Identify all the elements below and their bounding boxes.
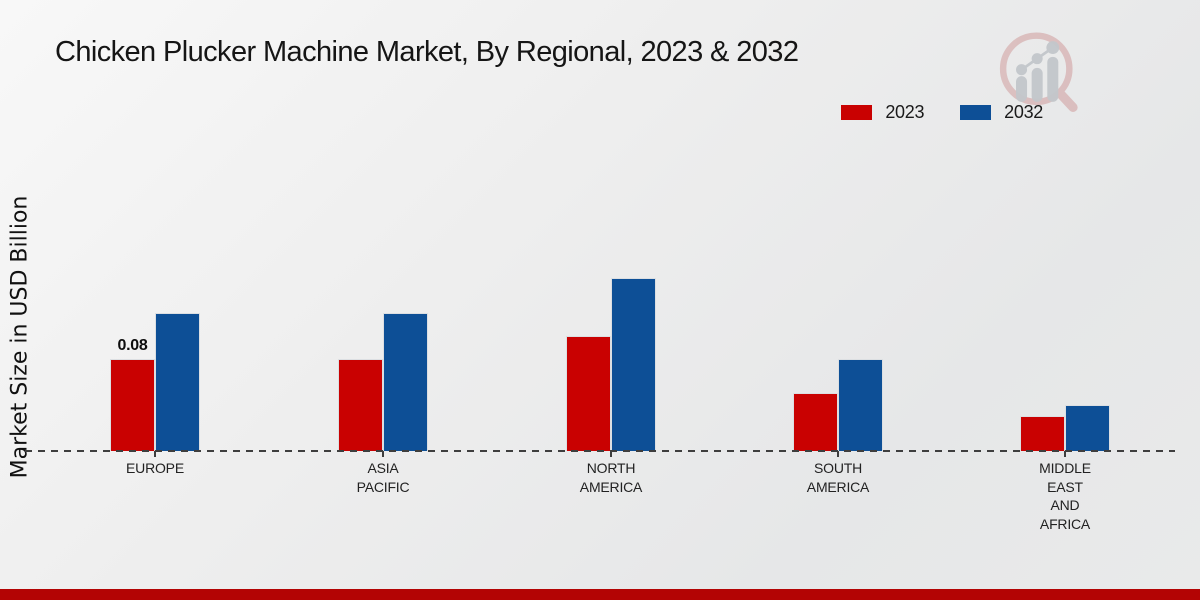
bar-2023-asia-pacific	[338, 359, 383, 451]
x-axis-label: SOUTH AMERICA	[806, 460, 870, 495]
x-axis-tick	[837, 451, 839, 457]
bar-2023-north-america	[566, 336, 611, 451]
footer-accent-bar	[0, 589, 1200, 600]
legend-item-2023: 2023	[841, 102, 924, 123]
growth-bars-icon	[1016, 41, 1060, 102]
legend-item-2032: 2032	[960, 102, 1043, 123]
legend-swatch-2032	[960, 105, 992, 120]
bar-2032-europe	[155, 313, 200, 451]
x-axis-label: ASIA PACIFIC	[356, 460, 410, 495]
x-axis-tick	[382, 451, 384, 457]
mrfr-logo-watermark	[999, 32, 1078, 113]
bar-2023-middle-east-and-africa	[1020, 416, 1065, 451]
x-axis-line	[25, 450, 1175, 452]
bar-2023-south-america	[793, 393, 838, 451]
chart-title: Chicken Plucker Machine Market, By Regio…	[55, 36, 799, 68]
bar-2032-north-america	[611, 278, 656, 451]
x-axis-label: EUROPE	[126, 460, 184, 476]
x-axis-tick	[154, 451, 156, 457]
bar-2032-south-america	[838, 359, 883, 451]
legend-swatch-2023	[841, 105, 873, 120]
magnifier-handle-icon	[1056, 89, 1078, 113]
legend-label-2032: 2032	[1004, 102, 1043, 122]
magnifier-ring-icon	[999, 32, 1073, 106]
x-axis-tick	[1064, 451, 1066, 457]
bar-value-label: 0.08	[117, 337, 148, 354]
x-axis-tick	[610, 451, 612, 457]
legend: 2023 2032	[841, 102, 1043, 123]
x-axis-label: NORTH AMERICA	[579, 460, 643, 495]
bar-2032-middle-east-and-africa	[1065, 405, 1110, 451]
legend-label-2023: 2023	[885, 102, 925, 122]
bar-2023-europe	[110, 359, 155, 451]
x-axis-label: MIDDLE EAST AND AFRICA	[1039, 460, 1091, 532]
bar-2032-asia-pacific	[383, 313, 428, 451]
